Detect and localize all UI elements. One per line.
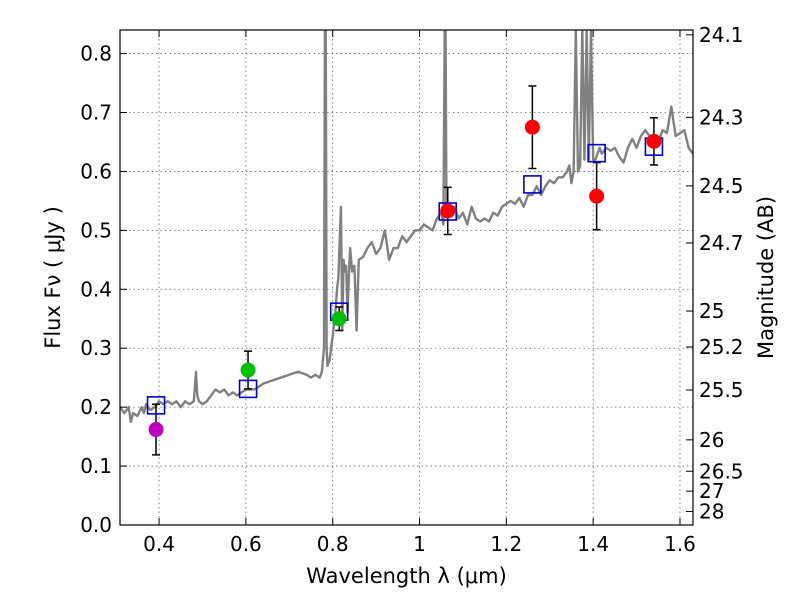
y-tick-label: 0.5: [80, 218, 112, 242]
y-tick-label: 0.6: [80, 159, 112, 183]
y-tick-label: 0.3: [80, 336, 112, 360]
y2-tick-label: 24.5: [699, 174, 744, 198]
plot-area: [120, 30, 693, 456]
observed-data-point: [524, 119, 540, 135]
model-photometry-point: [523, 175, 542, 194]
axes-frame: [119, 29, 694, 526]
y-tick-label: 0.8: [80, 42, 112, 66]
x-tick-label: 0.4: [143, 532, 175, 556]
observed-data-point: [440, 203, 456, 219]
observed-data-point: [148, 422, 164, 438]
x-tick-label: 0.8: [317, 532, 349, 556]
model-photometry-point: [146, 396, 166, 415]
x-tick-label: 0.6: [230, 532, 262, 556]
x-tick-label: 1.4: [577, 532, 609, 556]
y2-tick-label: 26: [699, 428, 724, 452]
model-spectrum-line: [120, 30, 693, 424]
x-tick-label: 1.2: [490, 532, 522, 556]
x-tick-label: 1.6: [664, 532, 696, 556]
y2-tick-label: 26.5: [699, 459, 744, 483]
model-photometry-point: [587, 143, 606, 163]
y2-tick-label: 28: [699, 500, 724, 524]
model-photometry-point: [238, 379, 258, 399]
observed-data-point: [589, 188, 605, 204]
observed-data-point: [331, 311, 347, 327]
x-tick-label: 1: [413, 532, 426, 556]
y-axis-label: Flux Fν ( μJy ): [41, 206, 65, 349]
y2-tick-label: 24.7: [699, 231, 744, 255]
y2-tick-label: 25.2: [699, 335, 744, 359]
y-tick-label: 0.1: [80, 454, 112, 478]
y2-tick-label: 24.3: [699, 105, 744, 129]
grid: [120, 30, 693, 525]
observed-data-point: [240, 362, 256, 378]
y2-tick-label: 25.5: [699, 378, 744, 402]
y2-tick-label: 27: [699, 479, 724, 503]
y-tick-label: 0.2: [80, 395, 112, 419]
model-photometry-point: [438, 202, 458, 221]
y2-axis-label: Magnitude (AB): [754, 196, 778, 359]
observed-data-point: [646, 133, 662, 149]
y2-tick-label: 25: [699, 299, 724, 323]
y-tick-label: 0.4: [80, 277, 112, 301]
y-tick-label: 0.0: [80, 513, 112, 537]
y2-tick-label: 24.1: [699, 23, 744, 47]
y-tick-label: 0.7: [80, 101, 112, 125]
x-axis-label: Wavelength λ (μm): [306, 564, 507, 588]
axes: 0.4 0.6 0.8 1 1.2 1.4 1.6 0.0 0.1 0.2 0.3 0.4 0.5 0.6…: [80, 23, 743, 556]
